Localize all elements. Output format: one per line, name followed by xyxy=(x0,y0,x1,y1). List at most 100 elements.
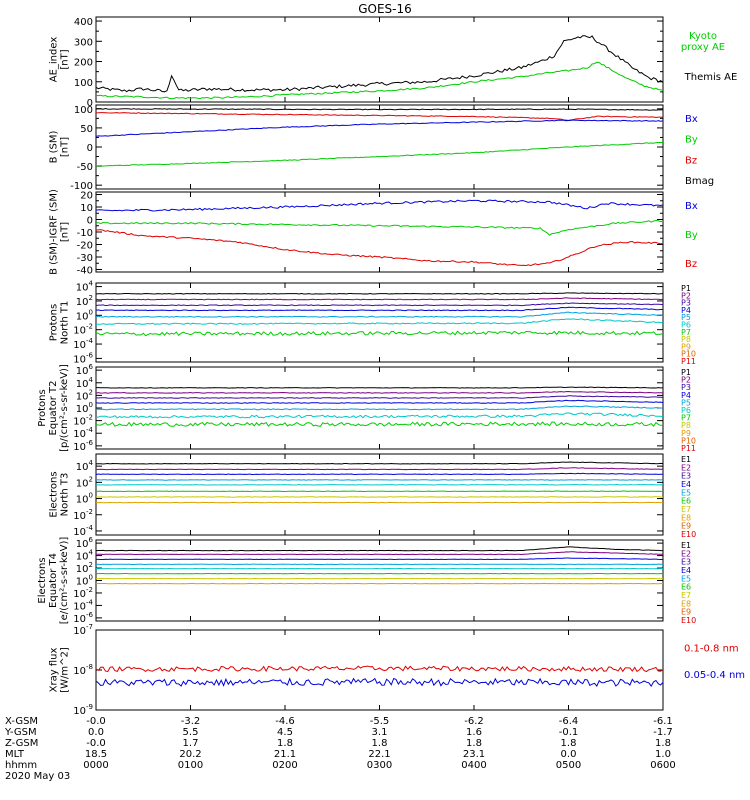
y-axis-label: Equator T4 xyxy=(48,553,59,608)
y-tick-label: 0 xyxy=(87,143,93,154)
y-tick-exponent: 0 xyxy=(89,492,93,500)
series-p5 xyxy=(96,311,664,318)
legend-themis-ae: Themis AE xyxy=(684,72,738,83)
panel-frame xyxy=(95,191,664,273)
x-row-label: MLT xyxy=(5,749,25,760)
legend-item: P9 xyxy=(681,342,691,351)
legend-item: E10 xyxy=(681,530,696,539)
series-p4 xyxy=(95,306,663,312)
y-tick-label: 300 xyxy=(74,37,93,48)
x-row-value: 23.1 xyxy=(463,749,485,760)
y-tick-label: 104 xyxy=(76,459,94,473)
series-e3 xyxy=(96,557,663,561)
legend-item: E6 xyxy=(681,497,691,506)
panel-frame xyxy=(95,453,664,536)
legend-item: E4 xyxy=(681,566,691,575)
y-tick-label: 400 xyxy=(74,17,93,28)
y-tick-exponent: -2 xyxy=(86,323,93,331)
y-tick-exponent: -2 xyxy=(86,586,93,594)
legend-item: P2 xyxy=(681,376,691,385)
legend-item: E1 xyxy=(681,541,691,550)
x-row-value: -4.6 xyxy=(275,716,295,727)
legend-item: Bmag xyxy=(685,176,714,187)
y-tick-exponent: 0 xyxy=(89,308,93,316)
x-row-value: 3.1 xyxy=(372,727,388,738)
series-p3 xyxy=(95,395,664,399)
legend-item: E3 xyxy=(681,472,691,481)
y-tick-exponent: -2 xyxy=(86,508,93,516)
series-p1 xyxy=(96,386,663,389)
y-tick-exponent: 4 xyxy=(89,280,94,288)
x-row-value: 0100 xyxy=(178,760,203,771)
legend-item: Bz xyxy=(685,155,697,166)
x-row-value: 0.0 xyxy=(561,749,577,760)
y-axis-label: B (SM)-IGRF (SM) xyxy=(49,189,60,275)
series-e5 xyxy=(96,483,664,486)
series-bx xyxy=(95,199,664,212)
y-axis-label: [p/(cm²-s-sr-keV)] xyxy=(59,364,70,452)
x-axis-labels: X-GSM -0.0 -3.2 -4.6 -5.5 -6.2 -6.4 -6.1 Y-GSM 0.… xyxy=(4,716,676,782)
panel-frame xyxy=(95,366,664,450)
y-axis-label: B (SM) xyxy=(49,130,60,163)
legend-proxy-ae: proxy AE xyxy=(681,42,725,53)
y-axis-label: Protons xyxy=(49,304,60,341)
series-p5 xyxy=(95,405,664,411)
x-row-value: -0.0 xyxy=(86,738,106,749)
y-tick-exponent: -6 xyxy=(86,351,94,359)
y-tick-label: 100 xyxy=(76,492,93,506)
legend-item: P2 xyxy=(681,291,691,300)
legend-item: E9 xyxy=(681,608,691,617)
y-tick-exponent: -4 xyxy=(86,337,94,345)
series-p4 xyxy=(95,399,664,404)
y-tick-label: 10-6 xyxy=(73,439,93,453)
legend-item: P1 xyxy=(681,368,691,377)
y-tick-exponent: 0 xyxy=(89,401,93,409)
x-row-value: -0.0 xyxy=(86,716,106,727)
y-axis-label: Protons xyxy=(37,389,48,426)
x-row-value: 18.5 xyxy=(85,749,107,760)
x-row-label: X-GSM xyxy=(5,716,38,727)
series-by xyxy=(95,219,664,236)
legend-item: P6 xyxy=(681,321,691,330)
x-row-value: -6.4 xyxy=(559,716,579,727)
x-row-label: Y-GSM xyxy=(4,727,37,738)
y-axis-label: Electrons xyxy=(37,557,48,603)
series-e6 xyxy=(95,490,663,493)
x-row-value: -3.2 xyxy=(181,716,201,727)
legend-item: E9 xyxy=(681,522,691,531)
series-bz xyxy=(95,229,664,267)
legend-item: P4 xyxy=(681,391,691,400)
y-axis-label: Electrons xyxy=(49,471,60,517)
y-axis-label: [W/m^2] xyxy=(60,647,71,693)
legend-item: P7 xyxy=(681,328,691,337)
x-row-value: -6.2 xyxy=(464,716,484,727)
x-row-value: 0200 xyxy=(272,760,297,771)
series-bx xyxy=(95,119,664,137)
y-tick-label: 20 xyxy=(80,191,93,202)
x-row-value: 1.8 xyxy=(372,738,388,749)
series-p6 xyxy=(95,318,664,325)
series-p2 xyxy=(95,297,664,301)
y-tick-exponent: -6 xyxy=(86,439,94,447)
y-tick-label: 10-9 xyxy=(73,703,93,717)
legend-item: P3 xyxy=(681,383,691,392)
x-row-value: 0.0 xyxy=(88,727,104,738)
x-row-value: 1.7 xyxy=(183,738,199,749)
legend-item: E4 xyxy=(681,480,691,489)
series-themis-ae xyxy=(95,35,664,93)
y-tick-label: -50 xyxy=(77,162,93,173)
series-kyoto-proxy-ae xyxy=(95,61,664,100)
y-tick-exponent: -4 xyxy=(86,598,94,606)
y-tick-label: -20 xyxy=(77,241,93,252)
y-axis-label: [e/(cm²-s-sr-keV)] xyxy=(59,537,70,625)
y-tick-exponent: 4 xyxy=(89,549,94,557)
y-tick-exponent: 4 xyxy=(89,376,94,384)
y-tick-label: 0 xyxy=(87,98,93,109)
x-row-value: 0600 xyxy=(650,760,675,771)
x-row-value: 0400 xyxy=(461,760,486,771)
y-tick-label: 104 xyxy=(76,280,94,294)
series-e7 xyxy=(95,496,664,498)
